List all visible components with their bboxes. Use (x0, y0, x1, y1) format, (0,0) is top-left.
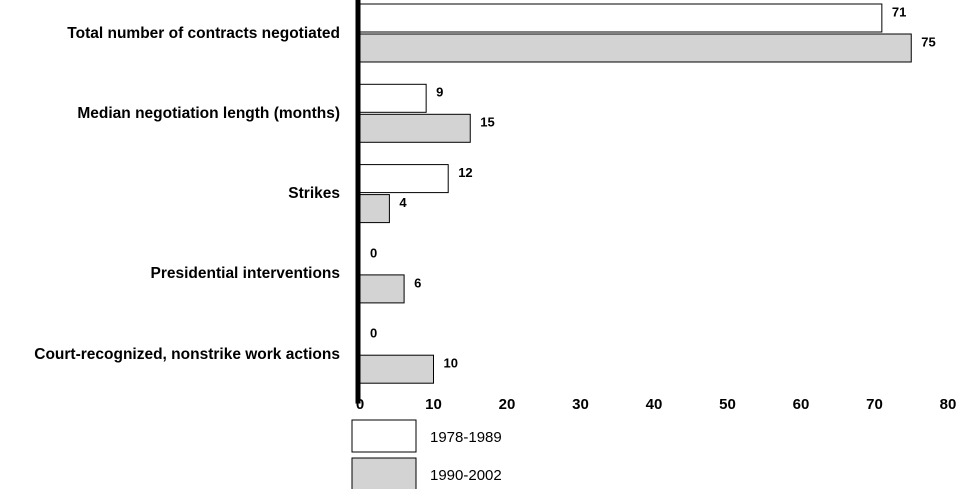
x-tick-label: 70 (866, 396, 883, 413)
bar (359, 83, 427, 113)
value-label: 15 (480, 115, 494, 130)
bar (359, 194, 390, 224)
value-label: 0 (370, 326, 377, 341)
bar (359, 33, 912, 63)
value-label: 6 (414, 275, 421, 290)
x-tick-label: 80 (940, 396, 957, 413)
value-label: 0 (370, 245, 377, 260)
bar (359, 113, 471, 143)
category-label: Court-recognized, nonstrike work actions (34, 345, 340, 363)
value-label: 12 (458, 165, 472, 180)
x-tick-label: 30 (572, 396, 589, 413)
legend-swatch (351, 457, 417, 489)
category-label: Median negotiation length (months) (77, 104, 340, 122)
x-tick-label: 40 (646, 396, 663, 413)
value-label: 4 (399, 195, 407, 210)
x-tick-label: 50 (719, 396, 736, 413)
value-label: 75 (921, 34, 935, 49)
legend-label: 1990-2002 (430, 467, 502, 484)
legend-swatch (351, 419, 417, 453)
x-tick-label: 0 (356, 396, 364, 413)
value-label: 10 (444, 356, 458, 371)
bar (359, 3, 883, 33)
bar (359, 164, 449, 194)
x-tick-label: 10 (425, 396, 442, 413)
bar (359, 274, 405, 304)
value-label: 9 (436, 85, 443, 100)
x-tick-label: 60 (793, 396, 810, 413)
x-tick-label: 20 (499, 396, 516, 413)
bar (359, 354, 434, 384)
category-label: Strikes (288, 185, 340, 203)
category-label: Presidential interventions (150, 265, 341, 283)
value-label: 71 (892, 4, 906, 19)
category-label: Total number of contracts negotiated (67, 24, 340, 42)
legend-label: 1978-1989 (430, 429, 502, 446)
